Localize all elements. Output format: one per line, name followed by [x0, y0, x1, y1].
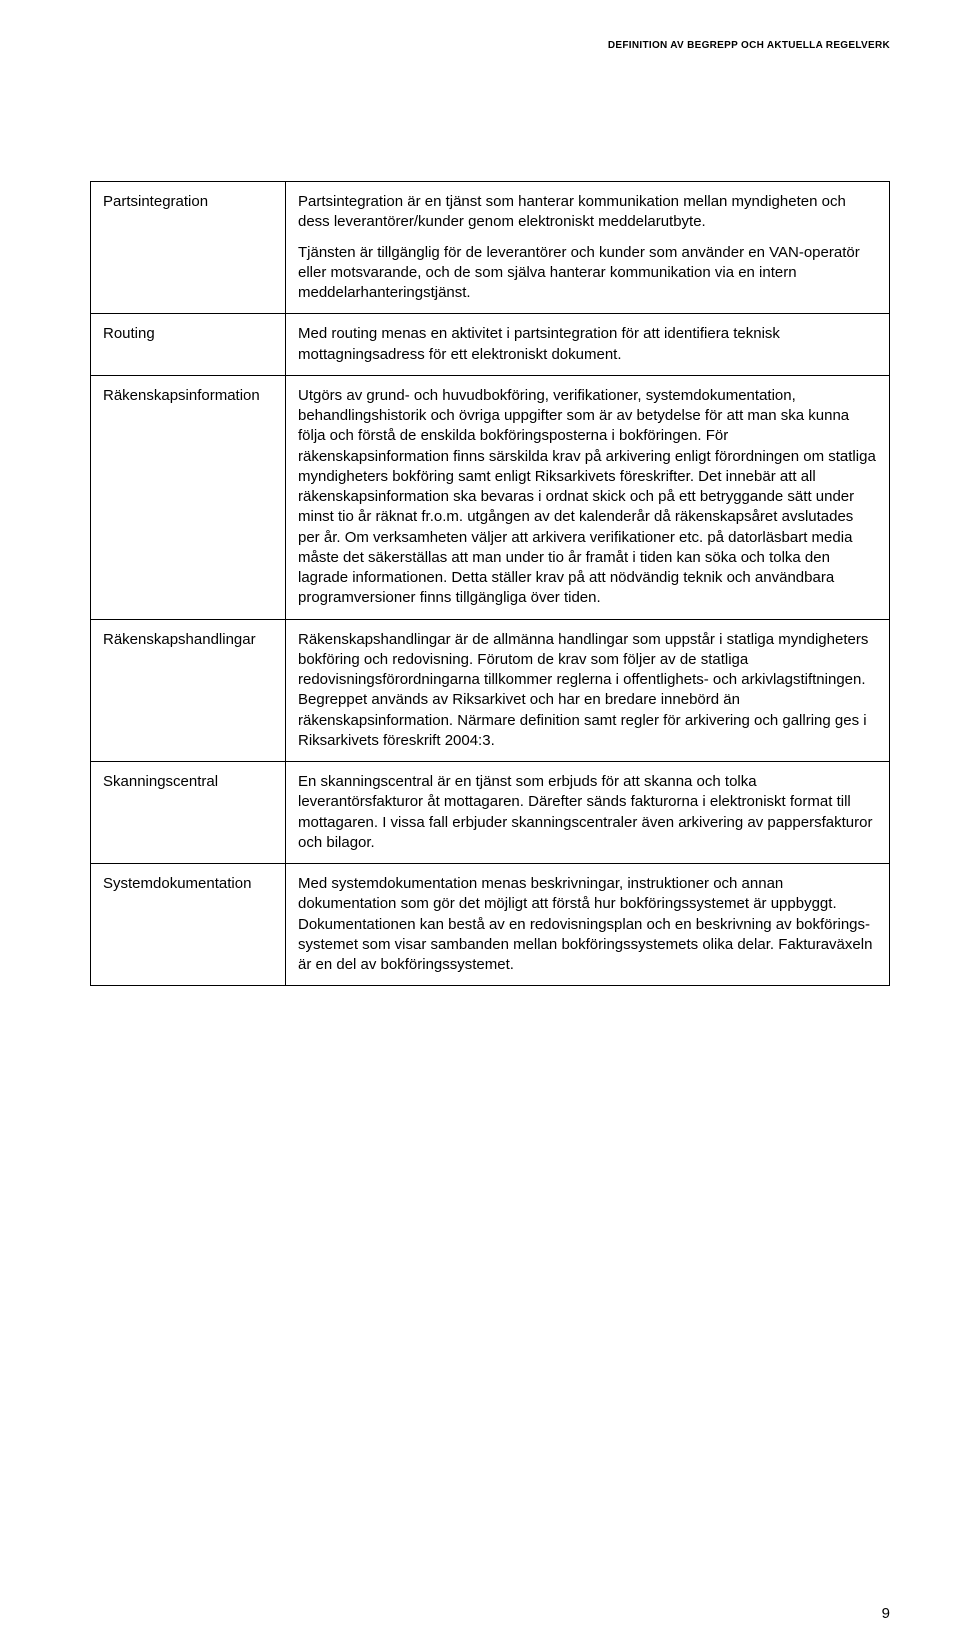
- definitions-table: Partsintegration Partsintegration är en t…: [90, 181, 890, 986]
- definition-paragraph: Utgörs av grund- och huvudbokföring, ver…: [298, 386, 877, 609]
- definition-paragraph: Partsintegration är en tjänst som hanter…: [298, 192, 877, 233]
- definition-cell: Partsintegration är en tjänst som hanter…: [286, 182, 890, 314]
- table-row: Routing Med routing menas en aktivitet i …: [91, 314, 890, 376]
- table-row: RäkenskapshandlingarRäkenskapshandlingar…: [91, 619, 890, 762]
- term-cell: Partsintegration: [91, 182, 286, 314]
- term-cell: Systemdokumentation: [91, 864, 286, 986]
- definition-paragraph: Med systemdokumentation menas beskrivnin…: [298, 874, 877, 975]
- definition-cell: En skanningscentral är en tjänst som erb…: [286, 762, 890, 864]
- table-row: SystemdokumentationMed systemdokumentati…: [91, 864, 890, 986]
- running-header: DEFINITION AV BEGREPP OCH AKTUELLA REGEL…: [90, 40, 890, 51]
- definition-cell: Med systemdokumentation menas beskrivnin…: [286, 864, 890, 986]
- table-row: RäkenskapsinformationUtgörs av grund- oc…: [91, 375, 890, 619]
- term-cell: Räkenskapshandlingar: [91, 619, 286, 762]
- table-row: Partsintegration Partsintegration är en t…: [91, 182, 890, 314]
- definition-cell: Med routing menas en aktivitet i partsin…: [286, 314, 890, 376]
- definition-cell: Utgörs av grund- och huvudbokföring, ver…: [286, 375, 890, 619]
- term-cell: Räkenskapsinformation: [91, 375, 286, 619]
- definition-paragraph: En skanningscentral är en tjänst som erb…: [298, 772, 877, 853]
- page-number: 9: [882, 1605, 890, 1622]
- table-row: SkanningscentralEn skanningscentral är e…: [91, 762, 890, 864]
- definitions-tbody: Partsintegration Partsintegration är en t…: [91, 182, 890, 986]
- term-cell: Skanningscentral: [91, 762, 286, 864]
- definition-paragraph: Räkenskapshandlingar är de allmänna hand…: [298, 630, 877, 752]
- definition-cell: Räkenskapshandlingar är de allmänna hand…: [286, 619, 890, 762]
- term-cell: Routing: [91, 314, 286, 376]
- definition-paragraph: Tjänsten är tillgänglig för de leverantö…: [298, 243, 877, 304]
- definition-paragraph: Med routing menas en aktivitet i partsin…: [298, 324, 877, 365]
